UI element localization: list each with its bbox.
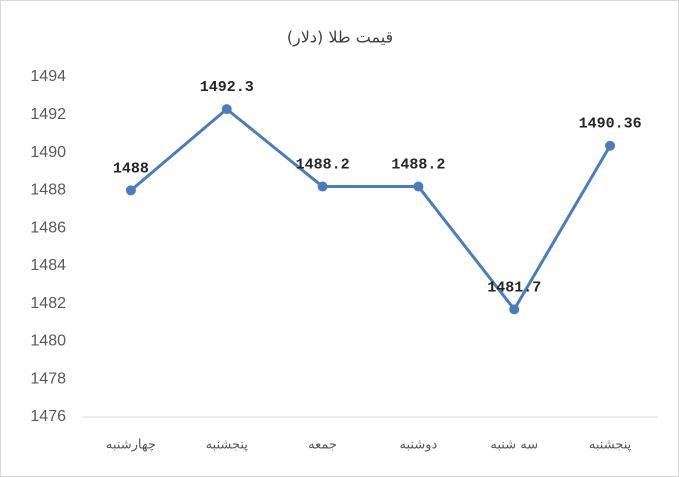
y-tick-label: 1492 [30, 106, 66, 123]
y-tick-label: 1482 [30, 295, 66, 312]
data-point [605, 140, 616, 151]
data-point [125, 185, 136, 196]
data-line [129, 107, 612, 311]
y-tick-label: 1490 [30, 144, 66, 161]
data-point [317, 181, 328, 192]
chart-title: قیمت طلا (دلار) [287, 28, 393, 48]
value-label: 1492.3 [200, 79, 254, 96]
y-tick-label: 1486 [30, 219, 66, 236]
y-tick-label: 1478 [30, 370, 66, 387]
y-tick-label: 1476 [30, 408, 66, 425]
x-tick-label: پنجشنبه [589, 438, 632, 453]
x-tick-label: سه شنبه [490, 438, 538, 453]
y-tick-label: 1484 [30, 257, 66, 274]
data-point [509, 304, 520, 315]
y-tick-label: 1488 [30, 182, 66, 199]
x-tick-label: جمعه [308, 438, 337, 453]
value-label: 1488 [113, 160, 149, 177]
data-point [413, 181, 424, 192]
x-tick-label: پنجشنبه [206, 438, 249, 453]
x-tick-label: دوشنبه [400, 438, 438, 453]
x-tick-label: چهارشنبه [106, 438, 156, 453]
value-label: 1481.7 [487, 279, 541, 296]
value-label: 1488.2 [391, 157, 445, 174]
value-label: 1490.36 [579, 116, 642, 133]
value-label: 1488.2 [296, 157, 350, 174]
y-tick-label: 1480 [30, 333, 66, 350]
data-point [221, 104, 232, 115]
y-tick-label: 1494 [30, 68, 66, 85]
